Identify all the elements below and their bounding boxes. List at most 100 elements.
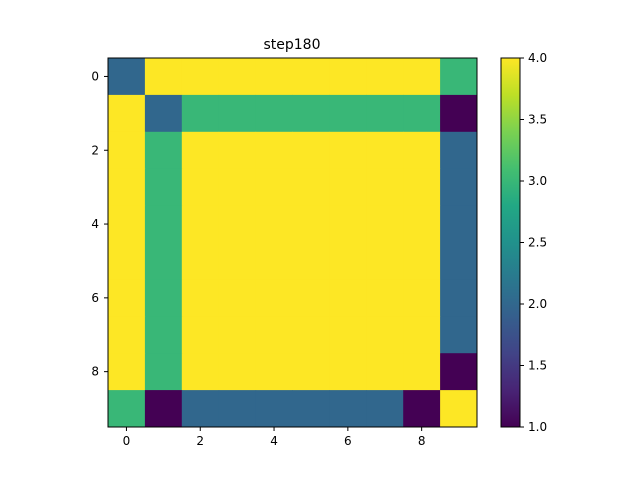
heatmap-cell — [329, 205, 367, 243]
heatmap-cell — [181, 390, 220, 428]
heatmap-cell — [218, 131, 257, 170]
x-tick-label: 2 — [196, 434, 204, 448]
heatmap-cell — [440, 353, 478, 391]
heatmap-cell — [440, 205, 478, 243]
colorbar-tick-label: 4.0 — [528, 51, 547, 65]
x-axis: 0 2 4 6 8 — [123, 427, 426, 448]
heatmap-cell — [440, 131, 478, 170]
heatmap-cell — [181, 353, 220, 391]
heatmap-cell — [440, 168, 478, 207]
heatmap-cell — [329, 131, 367, 170]
heatmap-cell — [403, 279, 441, 317]
heatmap-cell — [255, 242, 293, 280]
heatmap-cell — [144, 131, 183, 170]
heatmap-cell — [108, 353, 146, 391]
heatmap-cell — [218, 58, 257, 96]
heatmap-cell — [255, 353, 293, 391]
heatmap-cell — [440, 279, 478, 317]
heatmap-cell — [108, 279, 146, 317]
heatmap-cell — [366, 279, 404, 317]
heatmap-cell — [144, 168, 183, 207]
heatmap-cell — [255, 58, 293, 96]
heatmap-cell — [108, 168, 146, 207]
plot-frame — [107, 57, 478, 428]
heatmap-cell — [181, 168, 220, 207]
heatmap-cell — [218, 279, 257, 317]
heatmap-cell — [108, 205, 146, 243]
heatmap-cell — [144, 353, 183, 391]
colorbar-tick-label: 1.0 — [528, 420, 547, 434]
heatmap-cell — [366, 131, 404, 170]
heatmap-cell — [329, 316, 367, 354]
colorbar-gradient — [501, 58, 520, 427]
heatmap-cell — [440, 316, 478, 354]
colorbar: 1.0 1.5 2.0 2.5 3.0 3.5 4.0 — [500, 51, 547, 434]
heatmap-cell — [329, 353, 367, 391]
heatmap-cell — [403, 390, 441, 428]
heatmap-cell — [181, 242, 220, 280]
heatmap-cell — [329, 58, 367, 96]
heatmap-cell — [329, 390, 367, 428]
heatmap-cell — [255, 205, 293, 243]
heatmap-cell — [181, 58, 220, 96]
heatmap-cell — [181, 131, 220, 170]
heatmap-cell — [292, 168, 330, 207]
heatmap-cell — [292, 131, 330, 170]
chart-title: step180 — [263, 37, 320, 53]
colorbar-tick-label: 3.5 — [528, 113, 547, 127]
heatmap-cell — [329, 168, 367, 207]
heatmap-cell — [181, 279, 220, 317]
heatmap-cell — [440, 94, 478, 133]
heatmap-cell — [144, 279, 183, 317]
heatmap-cell — [403, 242, 441, 280]
heatmap-cell — [366, 353, 404, 391]
heatmap-cell — [218, 353, 257, 391]
heatmap-cell — [329, 279, 367, 317]
heatmap-cell — [144, 390, 183, 428]
heatmap-cell — [181, 94, 220, 133]
heatmap-cell — [255, 316, 293, 354]
heatmap-cell — [108, 94, 146, 133]
heatmap-cell — [144, 94, 183, 133]
heatmap-cell — [292, 279, 330, 317]
heatmap-cell — [403, 316, 441, 354]
x-tick-label: 8 — [418, 434, 426, 448]
x-tick-label: 0 — [123, 434, 131, 448]
heatmap-cell — [108, 58, 146, 96]
heatmap-cell — [255, 94, 293, 133]
y-axis: 0 2 4 6 8 — [91, 69, 108, 379]
heatmap-cell — [108, 390, 146, 428]
y-tick-label: 6 — [91, 291, 99, 305]
colorbar-tick-label: 2.5 — [528, 236, 547, 250]
heatmap-cell — [218, 205, 257, 243]
heatmap-cell — [403, 58, 441, 96]
heatmap-cell — [218, 94, 257, 133]
heatmap-cell — [108, 242, 146, 280]
heatmap-cell — [218, 390, 257, 428]
heatmap-cell — [329, 94, 367, 133]
heatmap-cell — [144, 205, 183, 243]
heatmap-cell — [292, 390, 330, 428]
colorbar-ticks: 1.0 1.5 2.0 2.5 3.0 3.5 4.0 — [520, 51, 547, 434]
x-tick-label: 6 — [344, 434, 352, 448]
heatmap-cell — [366, 94, 404, 133]
heatmap-cell — [292, 316, 330, 354]
heatmap-cell — [255, 168, 293, 207]
heatmap-cell — [366, 58, 404, 96]
y-tick-label: 8 — [91, 365, 99, 379]
heatmap-cell — [255, 390, 293, 428]
heatmap-cell — [181, 205, 220, 243]
heatmap-cell — [255, 131, 293, 170]
heatmap-cell — [329, 242, 367, 280]
heatmap-cell — [108, 131, 146, 170]
heatmap-cell — [440, 242, 478, 280]
heatmap-cell — [366, 205, 404, 243]
heatmap-cell — [366, 242, 404, 280]
heatmap-cell — [144, 242, 183, 280]
heatmap-cell — [181, 316, 220, 354]
y-tick-label: 0 — [91, 69, 99, 83]
heatmap-cell — [366, 168, 404, 207]
heatmap-cell — [403, 94, 441, 133]
y-tick-label: 2 — [91, 143, 99, 157]
